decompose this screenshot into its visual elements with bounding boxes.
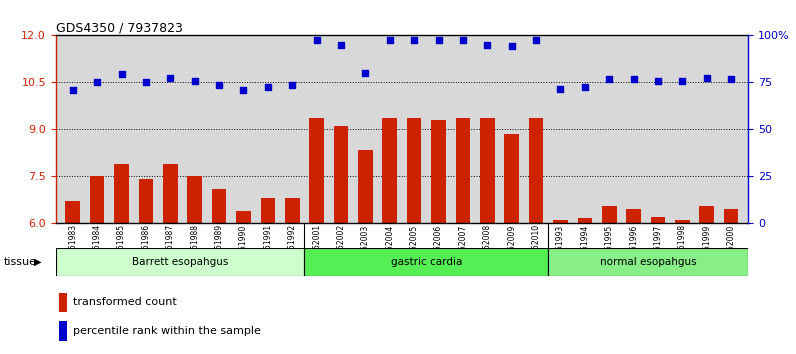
Point <box>408 37 420 43</box>
Text: GSM851984: GSM851984 <box>92 224 102 270</box>
Bar <box>139 179 154 223</box>
Point <box>432 37 445 43</box>
Bar <box>65 201 80 223</box>
Point <box>139 80 152 85</box>
Text: GSM851986: GSM851986 <box>142 224 150 270</box>
Point <box>334 42 347 48</box>
Point <box>66 87 79 93</box>
Point <box>481 42 494 48</box>
Text: GSM851989: GSM851989 <box>215 224 224 270</box>
Point <box>529 37 542 43</box>
Bar <box>407 118 422 223</box>
Bar <box>553 220 568 223</box>
Bar <box>455 118 470 223</box>
Bar <box>56 248 304 276</box>
Text: GSM852002: GSM852002 <box>337 224 345 270</box>
Point <box>310 37 323 43</box>
Bar <box>431 120 446 223</box>
Text: GSM851988: GSM851988 <box>190 224 199 270</box>
Bar <box>602 206 617 223</box>
Text: GSM852009: GSM852009 <box>507 224 517 270</box>
Text: GSM851985: GSM851985 <box>117 224 126 270</box>
Bar <box>382 118 397 223</box>
Text: GSM852000: GSM852000 <box>727 224 736 270</box>
Bar <box>358 149 373 223</box>
Bar <box>59 293 68 312</box>
Text: tissue: tissue <box>4 257 37 267</box>
Text: normal esopahgus: normal esopahgus <box>600 257 696 267</box>
Point <box>237 87 250 93</box>
Bar <box>626 209 641 223</box>
Point <box>262 84 275 90</box>
Text: GSM851987: GSM851987 <box>166 224 175 270</box>
Text: GSM851991: GSM851991 <box>263 224 272 270</box>
Bar <box>529 118 544 223</box>
Bar <box>480 118 494 223</box>
Bar <box>334 126 349 223</box>
Point <box>579 84 591 90</box>
Bar <box>285 198 299 223</box>
Point <box>359 70 372 76</box>
Bar <box>187 176 202 223</box>
Bar <box>59 321 68 341</box>
Bar <box>304 248 548 276</box>
Bar <box>260 198 275 223</box>
Point <box>652 78 665 84</box>
Text: GSM851994: GSM851994 <box>580 224 589 270</box>
Text: GSM851990: GSM851990 <box>239 224 248 270</box>
Bar <box>700 206 714 223</box>
Point <box>457 37 470 43</box>
Bar <box>310 118 324 223</box>
Text: GSM852003: GSM852003 <box>361 224 370 270</box>
Bar <box>650 217 665 223</box>
Text: GSM852007: GSM852007 <box>458 224 467 270</box>
Text: GSM851995: GSM851995 <box>605 224 614 270</box>
Bar <box>115 164 129 223</box>
Point <box>603 76 615 82</box>
Text: GSM852006: GSM852006 <box>434 224 443 270</box>
Text: GSM851999: GSM851999 <box>702 224 712 270</box>
Text: gastric cardia: gastric cardia <box>391 257 462 267</box>
Bar <box>212 189 226 223</box>
Text: GSM852008: GSM852008 <box>483 224 492 270</box>
Bar <box>578 218 592 223</box>
Text: GDS4350 / 7937823: GDS4350 / 7937823 <box>56 21 182 34</box>
Point <box>189 78 201 84</box>
Text: GSM851983: GSM851983 <box>68 224 77 270</box>
Text: GSM851992: GSM851992 <box>287 224 297 270</box>
Text: GSM852010: GSM852010 <box>532 224 540 270</box>
Point <box>115 72 128 77</box>
Point <box>164 75 177 80</box>
Point <box>213 82 225 88</box>
Text: GSM852001: GSM852001 <box>312 224 321 270</box>
Point <box>725 76 738 82</box>
Bar <box>724 209 739 223</box>
Bar <box>505 134 519 223</box>
Point <box>554 86 567 91</box>
Text: GSM851997: GSM851997 <box>654 224 662 270</box>
Bar <box>163 164 178 223</box>
Point <box>627 76 640 82</box>
Bar <box>548 248 748 276</box>
Text: ▶: ▶ <box>34 257 41 267</box>
Point <box>91 80 103 85</box>
Bar <box>90 176 104 223</box>
Bar <box>236 211 251 223</box>
Text: GSM852005: GSM852005 <box>410 224 419 270</box>
Point <box>384 37 396 43</box>
Point <box>700 75 713 80</box>
Text: GSM851993: GSM851993 <box>556 224 565 270</box>
Text: GSM851996: GSM851996 <box>629 224 638 270</box>
Bar <box>675 220 689 223</box>
Point <box>505 44 518 49</box>
Point <box>286 82 298 88</box>
Point <box>676 78 689 84</box>
Text: GSM852004: GSM852004 <box>385 224 394 270</box>
Text: transformed count: transformed count <box>73 297 177 307</box>
Text: Barrett esopahgus: Barrett esopahgus <box>132 257 228 267</box>
Text: GSM851998: GSM851998 <box>678 224 687 270</box>
Text: percentile rank within the sample: percentile rank within the sample <box>73 326 261 336</box>
